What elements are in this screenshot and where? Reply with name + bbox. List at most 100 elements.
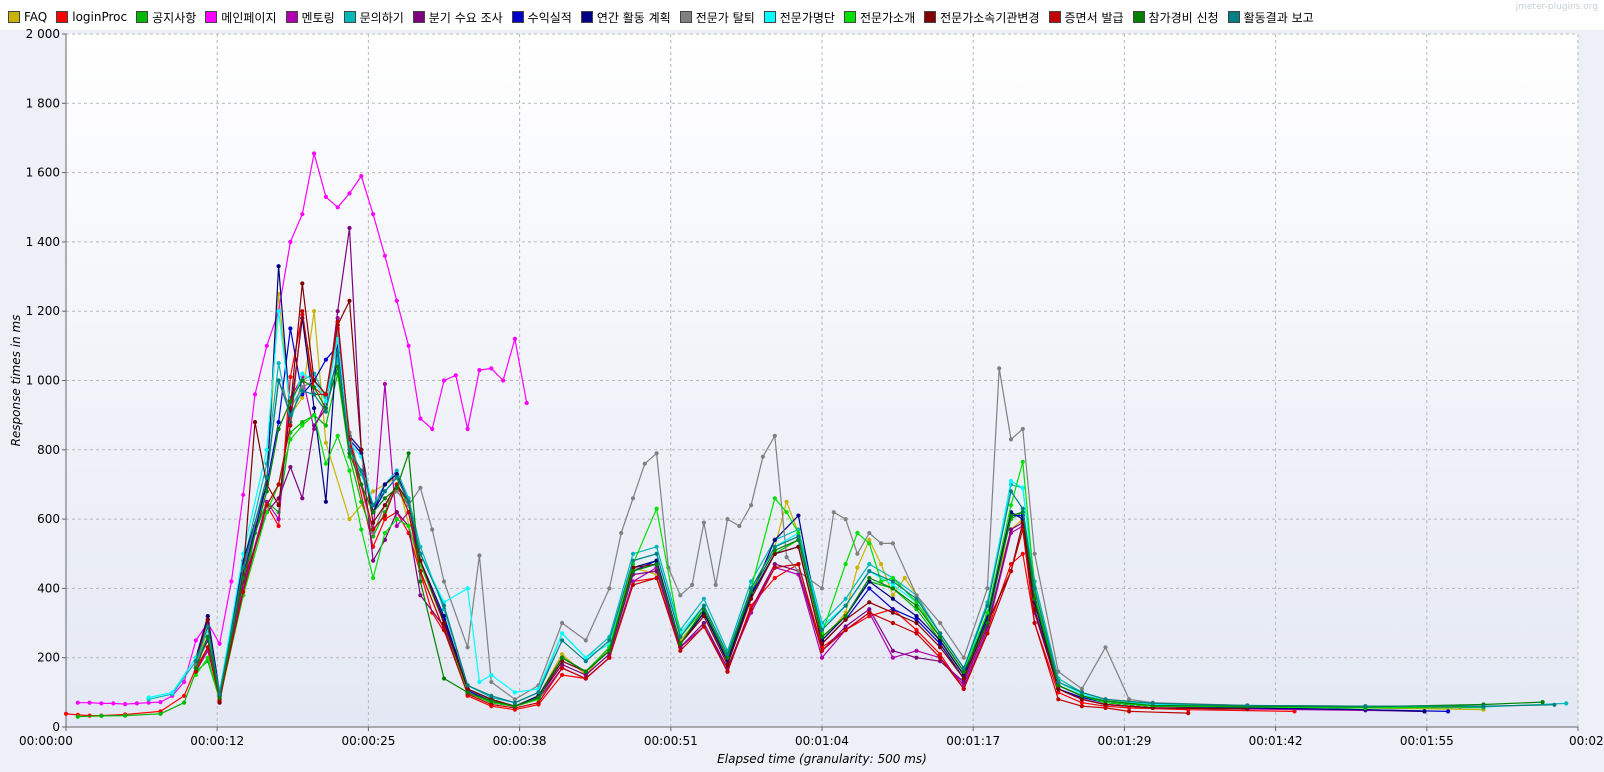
data-point — [371, 558, 376, 563]
data-point — [276, 426, 281, 432]
data-point — [867, 575, 872, 581]
legend-swatch — [679, 11, 692, 23]
x-tick-label: 00:01:17 — [946, 734, 1000, 748]
data-point — [1103, 645, 1108, 650]
legend-swatch — [412, 11, 425, 23]
data-point — [87, 713, 92, 718]
data-point — [843, 614, 848, 619]
legend-swatch — [763, 11, 776, 23]
data-point — [749, 586, 754, 591]
data-point — [276, 264, 281, 269]
data-point — [654, 562, 659, 567]
y-tick-label: 1 200 — [26, 304, 60, 318]
x-tick-label: 00:02:08 — [1569, 734, 1604, 748]
data-point — [630, 582, 636, 588]
data-point — [382, 513, 387, 518]
legend-swatch — [1048, 11, 1061, 23]
data-point — [985, 586, 990, 591]
legend-label: 전문가소개 — [859, 10, 916, 25]
data-point — [288, 239, 293, 244]
data-point — [406, 499, 411, 504]
data-point — [938, 655, 943, 660]
data-point — [772, 544, 777, 549]
data-point — [264, 343, 269, 348]
legend-item: 멘토링 — [285, 9, 335, 26]
data-point — [430, 426, 435, 432]
data-point — [890, 607, 896, 612]
legend-label: 공지사항 — [152, 10, 197, 25]
data-point — [843, 624, 848, 629]
legend-swatch — [205, 11, 218, 23]
y-tick-label: 1 400 — [26, 235, 60, 249]
data-point — [359, 482, 364, 487]
data-point — [512, 697, 518, 702]
data-point — [241, 575, 246, 581]
data-point — [123, 702, 128, 707]
data-point — [205, 645, 210, 650]
data-point — [406, 523, 411, 529]
y-tick-label: 800 — [37, 443, 60, 457]
data-point — [1020, 506, 1025, 511]
data-point — [879, 541, 884, 546]
data-point — [1552, 702, 1557, 707]
legend-label: 활동결과 보고 — [1243, 10, 1314, 25]
data-point — [784, 555, 789, 560]
data-point — [193, 672, 198, 678]
data-point — [1481, 704, 1486, 709]
data-point — [300, 371, 305, 376]
legend-label: 증면서 발급 — [1064, 10, 1124, 25]
data-point — [276, 309, 281, 314]
data-point — [382, 482, 387, 487]
data-point — [630, 565, 636, 570]
data-point — [914, 607, 919, 612]
data-point — [879, 562, 884, 567]
data-point — [382, 530, 387, 536]
data-point — [300, 423, 305, 428]
data-point — [75, 714, 80, 719]
data-point — [489, 698, 494, 704]
legend-item: 연간 활동 계획 — [580, 9, 671, 26]
x-tick-label: 00:00:12 — [190, 734, 244, 748]
legend-swatch — [843, 11, 856, 23]
legend-item: 전문가소속기관변경 — [924, 9, 1040, 26]
data-point — [725, 655, 730, 660]
data-point — [867, 610, 872, 615]
data-point — [418, 551, 423, 556]
data-point — [961, 686, 966, 692]
data-point — [217, 692, 222, 697]
data-point — [241, 492, 246, 497]
data-point — [1020, 426, 1025, 432]
data-point — [394, 489, 399, 494]
data-point — [252, 392, 258, 397]
data-point — [430, 527, 435, 532]
data-point — [170, 690, 175, 695]
data-point — [867, 537, 872, 543]
data-point — [524, 400, 529, 406]
data-point — [583, 638, 588, 643]
x-tick-label: 00:00:25 — [341, 734, 395, 748]
data-point — [607, 655, 612, 660]
data-point — [619, 530, 624, 536]
data-point — [371, 503, 376, 508]
data-point — [890, 586, 896, 591]
data-point — [654, 575, 659, 581]
data-point — [1032, 586, 1037, 591]
data-point — [465, 586, 470, 591]
data-point — [760, 454, 766, 459]
data-point — [158, 700, 163, 705]
data-point — [737, 523, 742, 529]
data-point — [819, 634, 825, 640]
data-point — [701, 596, 707, 601]
data-point — [193, 638, 198, 643]
data-point — [205, 614, 210, 619]
data-point — [323, 423, 328, 428]
data-point — [690, 582, 695, 588]
legend: FAQ loginProc 공지사항 메인페이지 멘토링 문의하기 분기 수요 조사 수익실적… — [8, 8, 1323, 26]
data-point — [63, 711, 69, 716]
data-point — [300, 395, 305, 400]
data-point — [288, 326, 293, 331]
data-point — [146, 695, 151, 700]
data-point — [1127, 697, 1132, 702]
data-point — [536, 695, 541, 700]
data-point — [607, 638, 612, 643]
